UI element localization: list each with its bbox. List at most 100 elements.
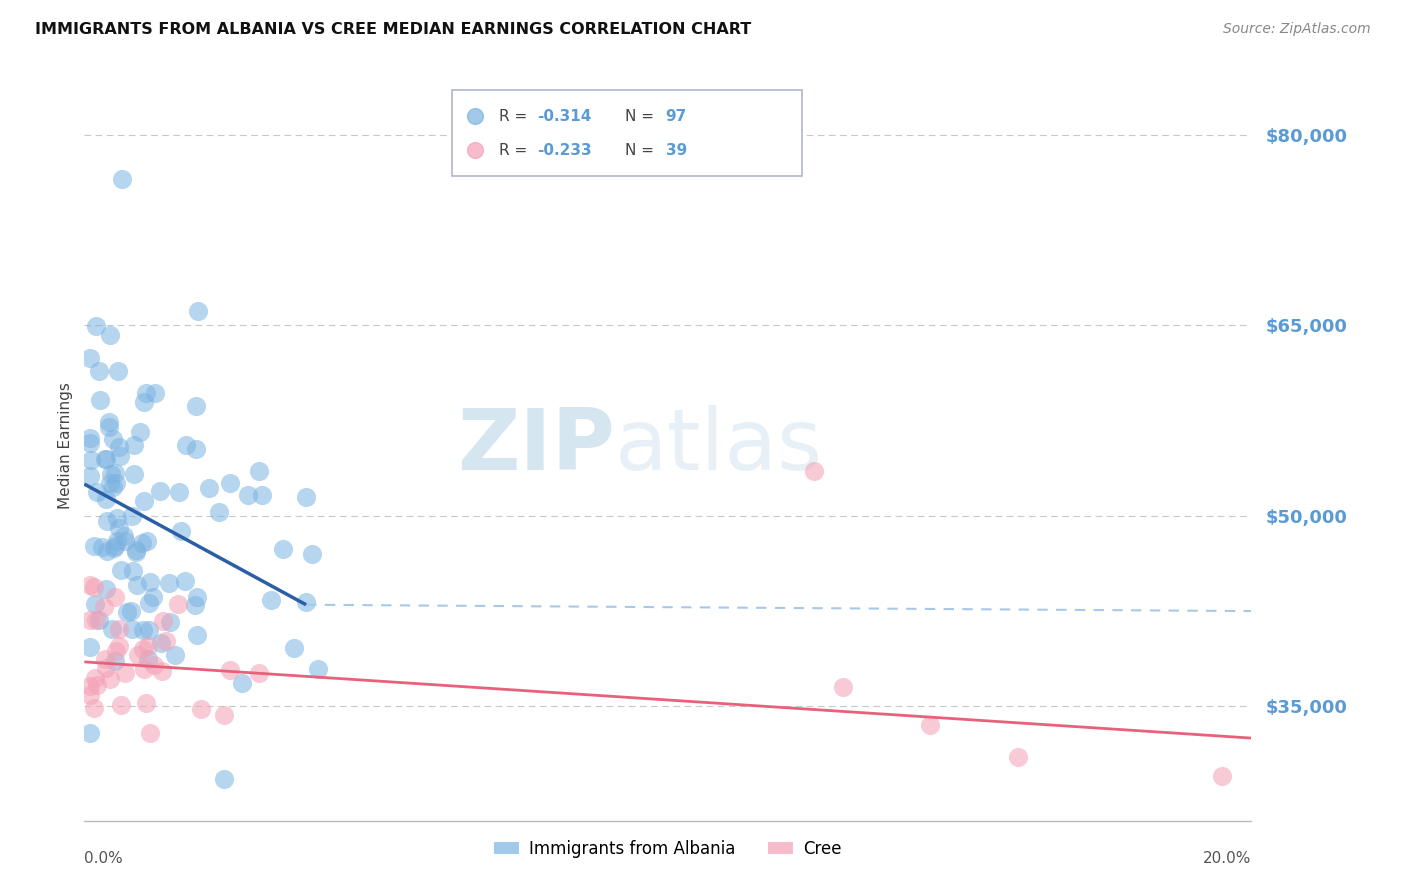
Point xyxy=(139,575,162,590)
Point xyxy=(283,641,305,656)
Point xyxy=(295,595,318,609)
Point xyxy=(96,544,118,558)
Point xyxy=(125,545,148,559)
Point xyxy=(136,533,159,548)
Point xyxy=(135,386,157,401)
Point xyxy=(108,639,131,653)
Point xyxy=(79,613,101,627)
Point xyxy=(93,600,115,615)
Point xyxy=(307,663,329,677)
Point xyxy=(920,718,942,732)
Text: R =: R = xyxy=(499,143,531,158)
Point xyxy=(104,466,127,480)
Point xyxy=(86,678,108,692)
Point xyxy=(231,676,253,690)
Point xyxy=(143,658,166,673)
Point xyxy=(167,485,190,500)
Point xyxy=(83,580,105,594)
Point xyxy=(101,432,124,446)
Point xyxy=(80,453,103,467)
Legend: Immigrants from Albania, Cree: Immigrants from Albania, Cree xyxy=(486,833,849,864)
Point xyxy=(131,535,153,549)
Point xyxy=(214,708,236,723)
Text: atlas: atlas xyxy=(616,404,824,488)
Point xyxy=(134,493,156,508)
Point xyxy=(219,663,242,677)
Point xyxy=(139,725,162,739)
Point xyxy=(79,351,101,365)
Point xyxy=(98,476,121,491)
Y-axis label: Median Earnings: Median Earnings xyxy=(58,383,73,509)
Point xyxy=(149,484,172,499)
Point xyxy=(136,639,159,653)
Point xyxy=(89,613,111,627)
Point xyxy=(103,541,125,555)
Point xyxy=(301,547,323,561)
Point xyxy=(79,578,101,592)
Point xyxy=(89,393,111,408)
Point xyxy=(93,451,115,466)
Point xyxy=(94,491,117,506)
Text: R =: R = xyxy=(499,109,531,124)
Point xyxy=(94,452,117,467)
Point xyxy=(86,613,108,627)
Point xyxy=(79,726,101,740)
Point xyxy=(121,622,143,636)
Point xyxy=(84,598,107,612)
Point xyxy=(83,539,105,553)
Point xyxy=(271,541,294,556)
Point xyxy=(149,636,172,650)
Point xyxy=(98,415,121,429)
Point xyxy=(142,590,165,604)
Point xyxy=(186,628,208,642)
Point xyxy=(138,624,160,638)
Text: -0.233: -0.233 xyxy=(537,143,592,158)
Point xyxy=(127,578,149,592)
Text: 97: 97 xyxy=(665,109,686,124)
Point xyxy=(249,666,271,681)
Point xyxy=(132,662,155,676)
Point xyxy=(104,654,127,668)
Point xyxy=(83,671,105,685)
Point xyxy=(184,598,207,612)
Point xyxy=(84,319,107,334)
Point xyxy=(132,395,155,409)
Text: N =: N = xyxy=(624,109,658,124)
Point xyxy=(121,508,143,523)
Point xyxy=(1211,769,1233,783)
Point xyxy=(87,364,110,378)
Point xyxy=(803,464,825,478)
Point xyxy=(150,665,173,679)
Point xyxy=(79,431,101,445)
Text: Source: ZipAtlas.com: Source: ZipAtlas.com xyxy=(1223,22,1371,37)
Point xyxy=(107,364,129,378)
Point xyxy=(96,514,118,528)
Point xyxy=(94,582,117,597)
Point xyxy=(132,641,155,656)
Point xyxy=(79,640,101,655)
Point xyxy=(108,521,131,535)
Text: 39: 39 xyxy=(665,143,686,158)
Point xyxy=(219,475,242,490)
Point xyxy=(166,597,188,611)
Point xyxy=(125,542,148,557)
Text: N =: N = xyxy=(624,143,658,158)
Point xyxy=(174,574,197,588)
Point xyxy=(187,303,209,318)
Point xyxy=(79,436,101,450)
Point xyxy=(104,590,127,604)
Point xyxy=(186,442,208,456)
Point xyxy=(135,697,157,711)
Point xyxy=(124,467,146,482)
Point xyxy=(252,488,274,502)
Text: IMMIGRANTS FROM ALBANIA VS CREE MEDIAN EARNINGS CORRELATION CHART: IMMIGRANTS FROM ALBANIA VS CREE MEDIAN E… xyxy=(35,22,751,37)
Text: -0.314: -0.314 xyxy=(537,109,592,124)
Point xyxy=(112,528,135,542)
Point xyxy=(101,622,124,636)
Point xyxy=(236,488,259,502)
Point xyxy=(152,615,174,629)
Point xyxy=(94,661,117,675)
Point xyxy=(79,688,101,702)
Point xyxy=(186,590,208,604)
Point xyxy=(127,648,149,662)
